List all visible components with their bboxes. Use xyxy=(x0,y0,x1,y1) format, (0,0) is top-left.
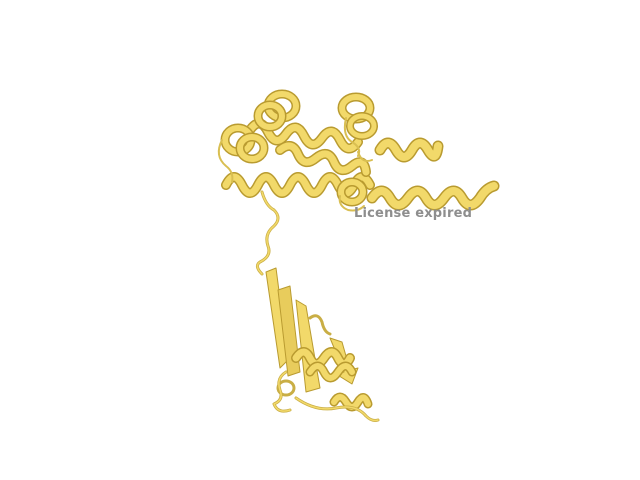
helix-junction-ring xyxy=(336,177,368,212)
beta-strand-3 xyxy=(295,299,321,393)
beta-domain xyxy=(265,267,380,422)
helix-top-ring xyxy=(253,89,301,132)
helix-upper-right-ring xyxy=(337,92,378,157)
helix-left-ring xyxy=(217,123,269,183)
helix-right-extension xyxy=(366,180,500,211)
helix-right-stack xyxy=(357,137,444,163)
helical-domain xyxy=(217,89,500,212)
helix-central xyxy=(275,140,371,177)
helix-long-horizontal xyxy=(221,172,375,198)
beta-domain-loops xyxy=(272,314,380,422)
helix-upper-diagonal xyxy=(245,118,363,154)
linker-loop xyxy=(255,190,280,276)
license-watermark: License expired xyxy=(354,206,473,221)
